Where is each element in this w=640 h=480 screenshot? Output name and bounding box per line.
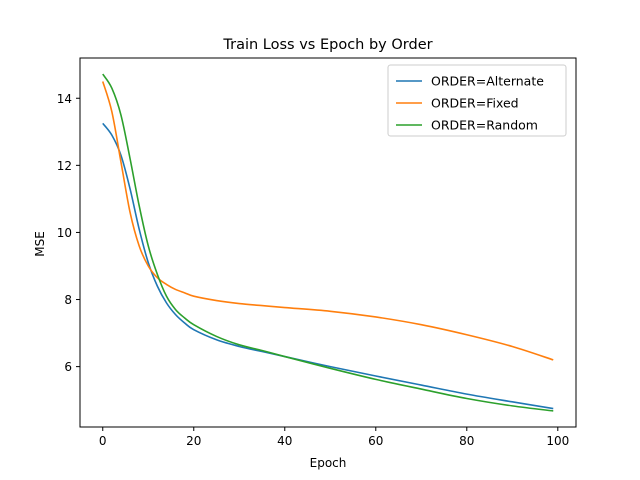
x-tick-label: 0 (99, 434, 107, 448)
plot-frame (79, 57, 577, 428)
y-tick-label: 8 (64, 293, 72, 307)
x-tick-label: 60 (368, 434, 383, 448)
axes-layer: 0 20 40 60 80 100 6 8 10 12 14 (57, 57, 577, 448)
legend-label-2: ORDER=Fixed (431, 96, 519, 111)
series-layer (101, 73, 554, 412)
legend-box (387, 64, 567, 137)
y-tick-label: 14 (57, 92, 72, 106)
x-tick-label: 40 (277, 434, 292, 448)
y-tick-label: 10 (57, 226, 72, 240)
x-tick-label: 100 (546, 434, 569, 448)
y-axis-label: MSE (33, 231, 47, 257)
legend-label-3: ORDER=Random (431, 118, 538, 133)
legend-label-1: ORDER=Alternate (431, 74, 544, 89)
y-tick-label: 12 (57, 159, 72, 173)
x-axis-label: Epoch (310, 456, 347, 470)
series-line-3 (102, 73, 554, 412)
y-tick-label: 6 (64, 360, 72, 374)
x-tick-label: 80 (459, 434, 474, 448)
series-line-2 (101, 81, 554, 361)
x-tick-label: 20 (186, 434, 201, 448)
legend: ORDER=Alternate ORDER=Fixed ORDER=Random (387, 64, 567, 137)
series-line-1 (102, 122, 554, 410)
chart-title: Train Loss vs Epoch by Order (222, 37, 432, 53)
